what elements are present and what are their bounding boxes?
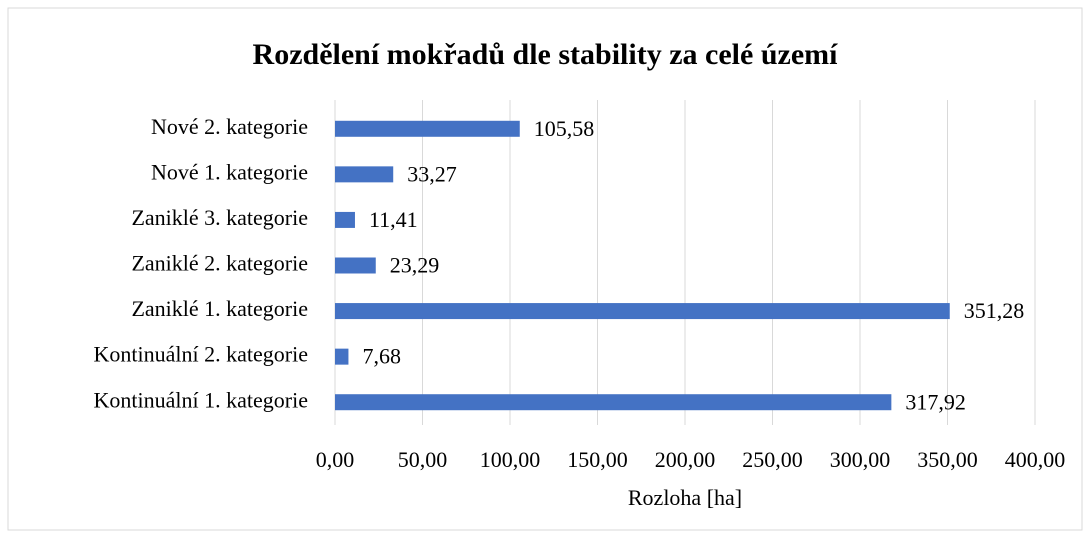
y-tick-label: Kontinuální 2. kategorie	[94, 342, 308, 367]
data-label: 351,28	[964, 298, 1025, 323]
chart-border	[7, 7, 1083, 531]
bar	[335, 348, 349, 365]
y-tick-label: Zaniklé 3. kategorie	[131, 205, 308, 230]
y-tick-label: Kontinuální 1. kategorie	[94, 387, 308, 412]
bar	[335, 211, 355, 228]
bar	[335, 120, 520, 137]
y-tick-label: Zaniklé 1. kategorie	[131, 296, 308, 321]
y-tick-label: Nové 2. kategorie	[151, 114, 308, 139]
x-tick-label: 100,00	[480, 447, 541, 472]
bar	[335, 166, 394, 183]
data-label: 33,27	[407, 161, 457, 186]
x-tick-label: 200,00	[655, 447, 716, 472]
x-axis-title: Rozloha [ha]	[628, 485, 742, 510]
x-tick-label: 50,00	[398, 447, 448, 472]
bar	[335, 257, 376, 274]
data-label: 317,92	[905, 389, 966, 414]
data-label: 105,58	[534, 116, 595, 141]
x-tick-label: 300,00	[830, 447, 891, 472]
x-tick-label: 350,00	[917, 447, 978, 472]
x-tick-label: 0,00	[316, 447, 355, 472]
y-tick-label: Zaniklé 2. kategorie	[131, 251, 308, 276]
x-tick-label: 400,00	[1005, 447, 1066, 472]
x-tick-label: 250,00	[742, 447, 803, 472]
x-tick-label: 150,00	[567, 447, 628, 472]
bar	[335, 303, 950, 320]
bar	[335, 394, 892, 411]
data-label: 7,68	[362, 344, 401, 369]
data-label: 11,41	[369, 207, 418, 232]
chart-title: Rozdělení mokřadů dle stability za celé …	[253, 38, 839, 71]
y-tick-label: Nové 1. kategorie	[151, 159, 308, 184]
data-label: 23,29	[390, 253, 440, 278]
